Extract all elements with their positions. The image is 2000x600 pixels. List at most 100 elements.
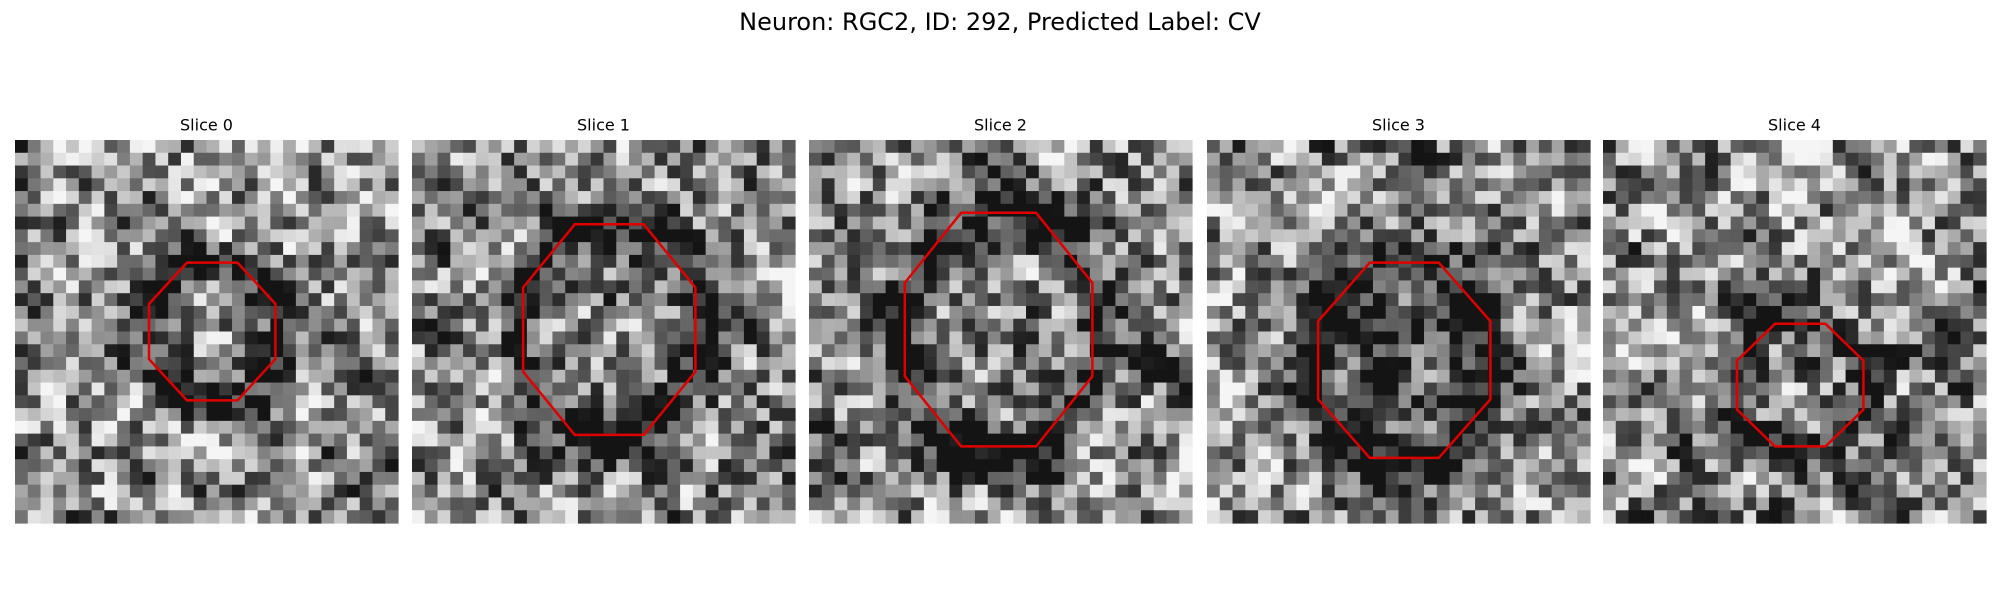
pixel [385,242,399,256]
pixel [463,510,477,524]
pixel [1462,471,1476,486]
pixel [629,369,643,384]
pixel [463,446,477,460]
pixel [1807,446,1821,460]
pixel [1115,242,1129,256]
pixel [1551,203,1566,218]
pixel [1309,446,1323,460]
pixel [219,242,233,256]
pixel [872,178,887,192]
pixel [821,216,836,230]
pixel [1973,408,1987,422]
pixel [450,140,464,154]
pixel [1538,242,1553,256]
pixel [1781,369,1796,384]
pixel [1896,510,1910,524]
pixel [1089,382,1104,396]
pixel [1781,484,1796,499]
pixel [129,152,144,167]
pixel [295,305,310,320]
pixel [1077,497,1091,511]
pixel [1321,229,1336,243]
pixel [1513,152,1527,167]
pixel [1934,382,1949,396]
pixel [1679,280,1693,294]
pixel [1973,497,1987,511]
pixel [1140,140,1155,154]
pixel [1730,178,1745,192]
pixel [91,203,105,218]
pixel [104,369,118,384]
pixel [385,357,399,371]
pixel [654,242,668,256]
pixel [104,408,118,422]
pixel [936,267,951,282]
pixel [1973,382,1987,396]
pixel [1270,344,1285,358]
pixel [1013,267,1027,282]
pixel [91,140,105,154]
pixel [142,229,157,243]
pixel [1102,433,1116,447]
pixel [78,280,93,294]
pixel [1909,459,1923,473]
pixel [1679,254,1693,269]
pixel [1768,178,1783,192]
panel-title: Slice 4 [1768,116,1821,135]
pixel [1654,420,1668,435]
pixel [1768,203,1783,218]
pixel [283,408,297,422]
pixel [1089,203,1104,218]
pixel [1781,203,1796,218]
pixel [514,242,528,256]
pixel [53,152,67,167]
pixel [1896,293,1910,307]
pixel [219,408,233,422]
pixel [1513,344,1527,358]
pixel [1245,510,1259,524]
pixel [1245,318,1259,333]
pixel [78,408,93,422]
pixel [1115,267,1129,282]
pixel [641,242,656,256]
pixel [1641,280,1655,294]
pixel [1615,459,1630,473]
pixel [1089,242,1104,256]
pixel [526,357,541,371]
pixel [385,395,399,409]
pixel [1603,357,1617,371]
pixel [40,408,54,422]
pixel [1360,510,1374,524]
pixel [372,357,386,371]
pixel [1654,254,1668,269]
pixel [1179,293,1193,307]
pixel [1730,191,1745,205]
pixel [565,344,579,358]
pixel [412,357,426,371]
pixel [885,459,899,473]
pixel [756,280,771,294]
pixel [1360,420,1374,435]
pixel [27,510,42,524]
pixel [1334,280,1349,294]
pixel [232,305,246,320]
pixel [1258,408,1272,422]
pixel [15,331,29,345]
pixel [117,254,131,269]
pixel [15,484,29,499]
pixel [539,357,554,371]
pixel [680,510,694,524]
pixel [526,152,541,167]
pixel [1089,459,1104,473]
pixel [501,242,515,256]
pixel [1564,305,1578,320]
pixel [821,420,836,435]
pixel [257,165,271,179]
pixel [885,357,899,371]
pixel [514,395,528,409]
pixel [206,382,220,396]
pixel [577,140,592,154]
pixel [1064,420,1078,435]
pixel [206,446,220,460]
pixel [590,471,605,486]
